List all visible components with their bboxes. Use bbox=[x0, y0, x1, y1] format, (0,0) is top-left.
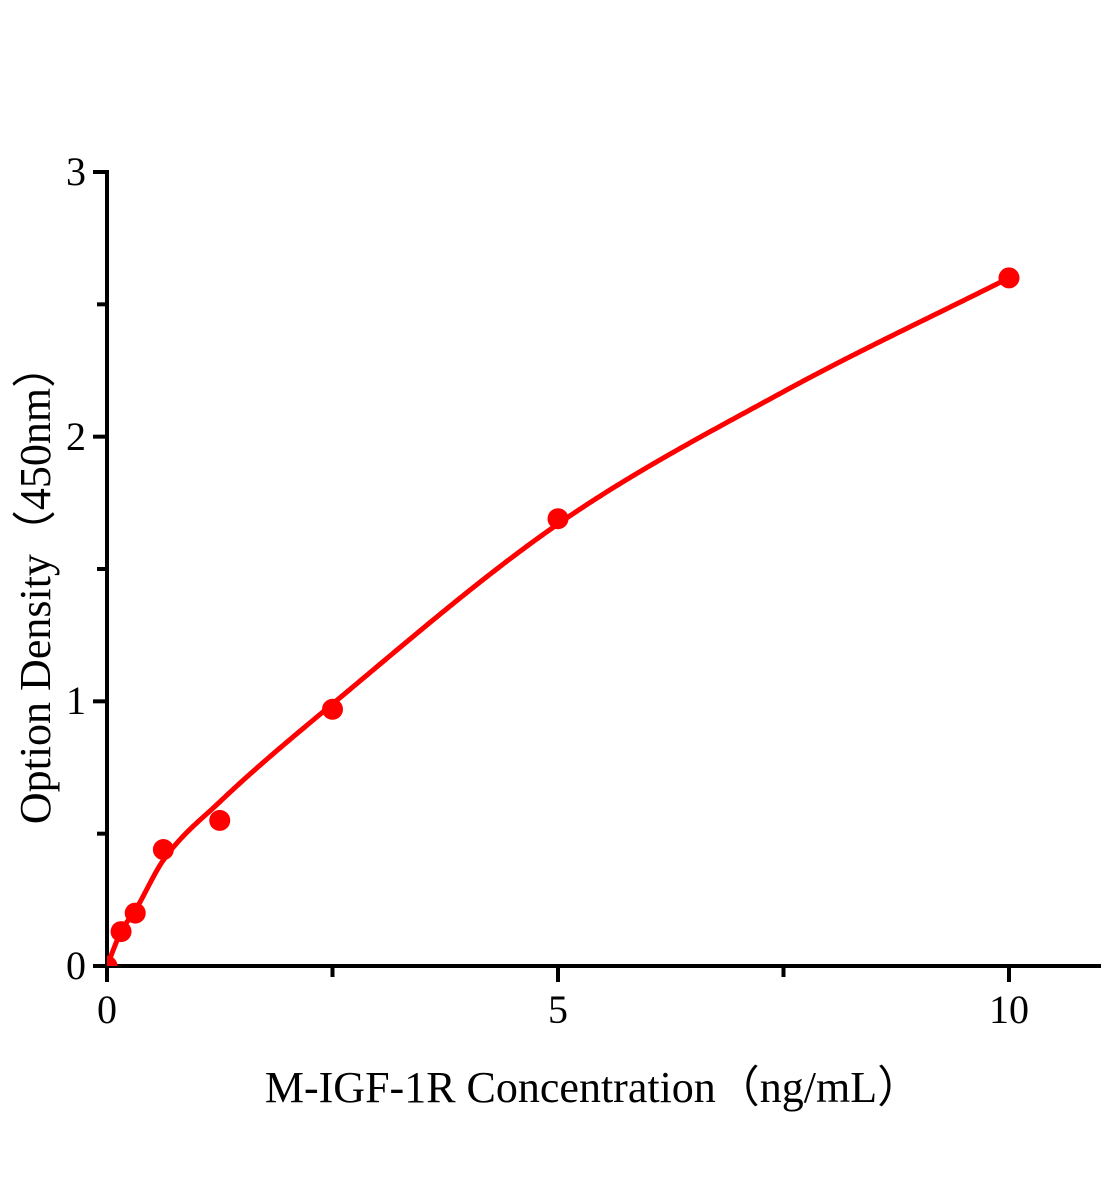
data-point bbox=[110, 921, 132, 943]
data-point bbox=[998, 267, 1020, 289]
data-point bbox=[124, 902, 146, 924]
data-point bbox=[322, 698, 343, 720]
data-point bbox=[107, 955, 118, 966]
x-axis-title: M-IGF-1R Concentration（ng/mL） bbox=[264, 1063, 922, 1112]
x-tick-label-5: 5 bbox=[548, 987, 568, 1032]
data-point bbox=[209, 809, 231, 831]
series-group bbox=[107, 267, 1020, 966]
data-point bbox=[547, 508, 569, 530]
x-tick-label-0: 0 bbox=[97, 987, 117, 1032]
x-tick-label-10: 10 bbox=[989, 987, 1029, 1032]
y-tick-label-0: 0 bbox=[66, 943, 86, 988]
axes bbox=[93, 169, 1101, 982]
y-axis-title: Option Density（450nm） bbox=[10, 343, 60, 825]
data-point bbox=[152, 839, 174, 861]
fit-curve bbox=[107, 275, 1012, 966]
y-tick-label-2: 2 bbox=[66, 414, 86, 459]
y-tick-label-1: 1 bbox=[66, 678, 86, 723]
y-tick-label-3: 3 bbox=[66, 149, 86, 194]
